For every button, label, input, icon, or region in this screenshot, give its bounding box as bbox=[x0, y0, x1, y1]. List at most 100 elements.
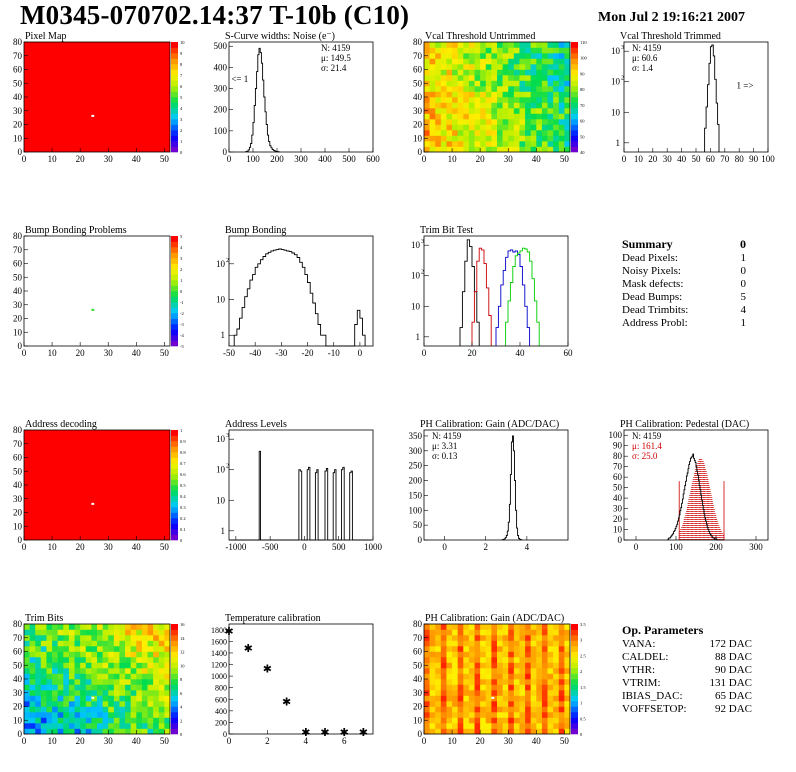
heatmap-cell bbox=[558, 684, 565, 691]
heatmap-cell bbox=[80, 662, 87, 669]
y-tick-label: 100 bbox=[214, 126, 228, 136]
heatmap-cell bbox=[485, 662, 492, 669]
op-param-row: VTRIM: 131 DAC bbox=[622, 677, 752, 690]
heatmap-cell bbox=[480, 113, 487, 120]
heatmap-cell bbox=[57, 712, 64, 718]
heatmap-cell bbox=[474, 723, 481, 729]
y-tick-label: 200 bbox=[215, 718, 227, 727]
heatmap-cell bbox=[513, 624, 520, 630]
x-tick-label: -1000 bbox=[225, 542, 246, 552]
heatmap-cell bbox=[474, 53, 481, 59]
heatmap-cell bbox=[102, 684, 109, 691]
heatmap-cell bbox=[553, 629, 560, 636]
heatmap-cell bbox=[158, 646, 165, 652]
heatmap-cell bbox=[457, 130, 464, 136]
heatmap-cell bbox=[502, 58, 509, 65]
heatmap-cell bbox=[536, 701, 543, 707]
heatmap-cell bbox=[457, 624, 464, 630]
heatmap-cell bbox=[491, 651, 498, 658]
data-point: ✱ bbox=[282, 696, 291, 708]
heatmap-cell bbox=[452, 635, 458, 641]
heatmap-cell bbox=[147, 695, 154, 702]
heatmap-cell bbox=[497, 86, 503, 92]
heatmap-cell bbox=[141, 701, 148, 707]
heatmap-cell bbox=[435, 717, 442, 724]
heatmap-cell bbox=[24, 646, 30, 652]
colorbar-step bbox=[171, 274, 178, 281]
y-tick-label: 40 bbox=[413, 92, 423, 102]
heatmap-cell bbox=[429, 119, 436, 125]
colorbar-label: 6 bbox=[180, 84, 183, 89]
y-tick-label: 10 bbox=[611, 107, 621, 117]
heatmap-cell bbox=[541, 108, 548, 114]
x-tick-label: 40 bbox=[132, 736, 142, 746]
heatmap-cell bbox=[435, 668, 442, 674]
heatmap-cell bbox=[80, 712, 87, 718]
heatmap-cell bbox=[536, 47, 543, 54]
heatmap-cell bbox=[497, 701, 503, 707]
heatmap-cell bbox=[508, 86, 515, 92]
colorbar-step bbox=[171, 64, 178, 70]
heatmap-cell bbox=[108, 717, 115, 724]
colorbar-step bbox=[171, 340, 178, 347]
heatmap-cell bbox=[136, 673, 143, 680]
heatmap-cell bbox=[502, 662, 509, 669]
heatmap-cell bbox=[463, 86, 470, 92]
heatmap-cell bbox=[424, 86, 430, 92]
heatmap-cell bbox=[508, 80, 515, 87]
summary-header: Summary 0 bbox=[622, 236, 746, 252]
heatmap-cell bbox=[530, 646, 537, 652]
colorbar-step bbox=[171, 435, 178, 442]
heatmap-cell bbox=[474, 701, 481, 707]
heatmap-cell bbox=[480, 701, 487, 707]
heatmap-cell bbox=[35, 706, 42, 713]
heatmap-cell bbox=[40, 728, 47, 735]
heatmap-cell bbox=[158, 695, 165, 702]
heatmap-cell bbox=[497, 146, 503, 153]
heatmap-cell bbox=[119, 673, 126, 680]
heatmap-cell bbox=[536, 86, 543, 92]
heatmap-cell bbox=[558, 113, 565, 120]
heatmap-cell bbox=[24, 679, 30, 685]
heatmap-cell bbox=[153, 635, 160, 641]
heatmap-cell bbox=[141, 712, 148, 718]
stats-line: σ: 1.4 bbox=[632, 63, 653, 73]
y-tick-label: 80 bbox=[413, 619, 423, 629]
heatmap-cell bbox=[435, 635, 442, 641]
heatmap-cell bbox=[530, 640, 537, 647]
summary-title-value: 0 bbox=[740, 237, 746, 251]
heatmap-cell bbox=[119, 657, 126, 663]
heatmap-cell bbox=[485, 80, 492, 87]
heatmap-cell bbox=[468, 108, 475, 114]
heatmap-cell bbox=[530, 108, 537, 114]
plot-frame bbox=[623, 429, 769, 541]
heatmap-cell bbox=[91, 662, 98, 669]
heatmap-cell bbox=[29, 673, 36, 680]
heatmap-cell bbox=[108, 662, 115, 669]
heatmap-cell bbox=[46, 635, 53, 641]
heatmap-cell bbox=[29, 717, 36, 724]
heatmap-cell bbox=[429, 640, 436, 647]
y-tick-label: 0 bbox=[18, 535, 23, 545]
y-tick-label: 0 bbox=[223, 147, 228, 157]
colorbar-label: 0.3 bbox=[180, 505, 186, 510]
heatmap-cell bbox=[502, 146, 509, 153]
summary-value: 4 bbox=[740, 304, 747, 316]
heatmap-cell bbox=[102, 717, 109, 724]
heatmap-cell bbox=[57, 684, 64, 691]
heatmap-cell bbox=[435, 130, 442, 136]
heatmap-cell bbox=[452, 124, 458, 131]
heatmap-cell bbox=[480, 668, 487, 674]
heatmap-cell bbox=[136, 684, 143, 691]
x-tick-label: 0 bbox=[227, 736, 232, 746]
page-title: M0345-070702.14:37 T-10b (C10) bbox=[20, 0, 410, 30]
heatmap-cell bbox=[468, 712, 475, 718]
heatmap-cell bbox=[474, 684, 481, 691]
heatmap-cell bbox=[536, 651, 543, 658]
heatmap-cell bbox=[497, 679, 503, 685]
heatmap-cell bbox=[547, 130, 554, 136]
heatmap-cell bbox=[57, 673, 64, 680]
heatmap-cell bbox=[519, 102, 526, 109]
heatmap-cell bbox=[497, 695, 503, 702]
heatmap-cell bbox=[147, 684, 154, 691]
